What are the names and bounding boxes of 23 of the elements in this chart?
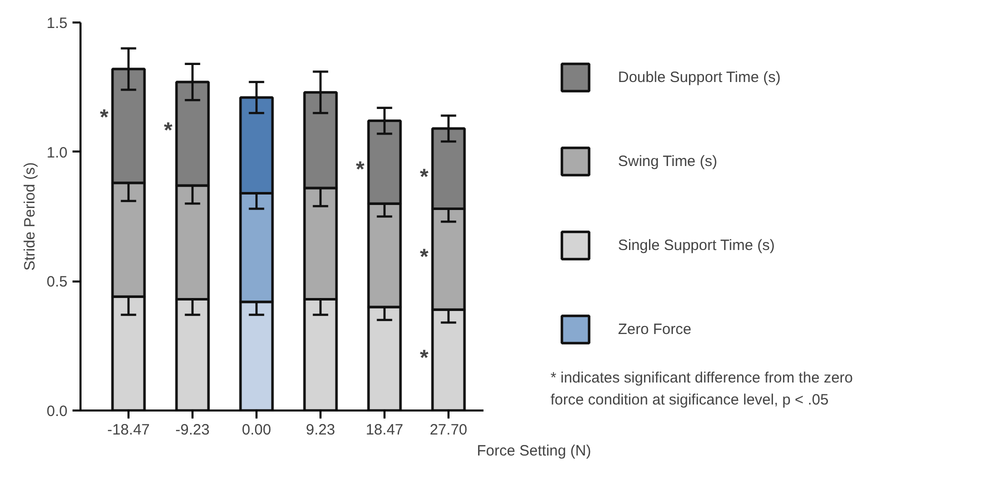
y-tick-label: 1.5	[46, 15, 68, 32]
y-axis-title: Stride Period (s)	[22, 162, 39, 271]
annotation: *	[100, 104, 109, 130]
legend-label: Swing Time (s)	[618, 152, 718, 170]
legend-label: Double Support Time (s)	[618, 68, 781, 86]
x-tick-label: 9.23	[306, 422, 336, 438]
x-tick-label: 18.47	[366, 422, 404, 438]
x-tick-label: -9.23	[175, 422, 210, 438]
y-tick-label: 1.0	[46, 144, 68, 162]
x-tick-label: -18.47	[107, 422, 150, 438]
annotation: *	[420, 345, 429, 370]
legend-label: Single Support Time (s)	[618, 236, 775, 254]
annotation: *	[356, 156, 365, 182]
y-tick-label: 0.0	[46, 403, 68, 420]
annotation: *	[420, 244, 429, 270]
annotation: *	[164, 117, 173, 142]
legend-label: Zero Force	[618, 320, 692, 338]
annotation: *	[420, 164, 429, 190]
y-tick-label: 0.5	[46, 274, 68, 291]
x-tick-label: 0.00	[242, 422, 272, 438]
x-axis-title: Force Setting (N)	[476, 442, 592, 460]
x-tick-label: 27.70	[430, 422, 468, 438]
text: * indicates significant difference from the zero force condition at sigificance level, p < .05	[550, 369, 853, 408]
